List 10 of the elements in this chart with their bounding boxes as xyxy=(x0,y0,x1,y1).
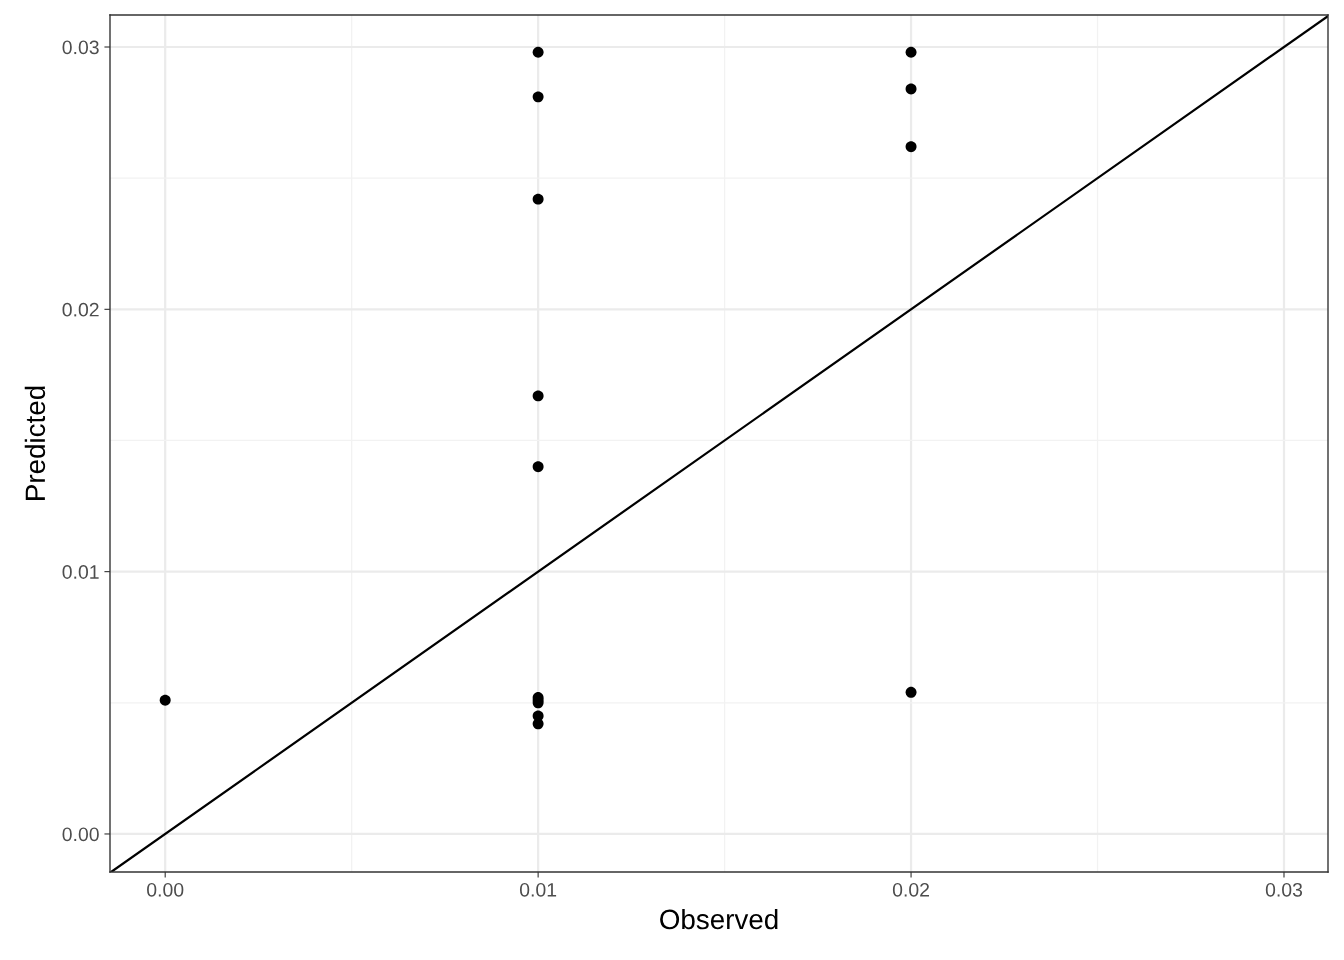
x-axis-title: Observed xyxy=(660,908,778,930)
y-tick-label: 0.01 xyxy=(62,565,99,579)
y-axis-title: Predicted xyxy=(24,386,46,500)
x-tick-label: 0.02 xyxy=(892,882,930,897)
y-tick-label: 0.03 xyxy=(62,40,99,55)
x-tick-label: 0.00 xyxy=(147,882,184,897)
x-tick-label: 0.03 xyxy=(1265,882,1303,897)
x-tick-label: 0.01 xyxy=(519,882,557,897)
y-tick-label: 0.00 xyxy=(62,827,99,842)
y-tick-label: 0.02 xyxy=(62,302,99,317)
